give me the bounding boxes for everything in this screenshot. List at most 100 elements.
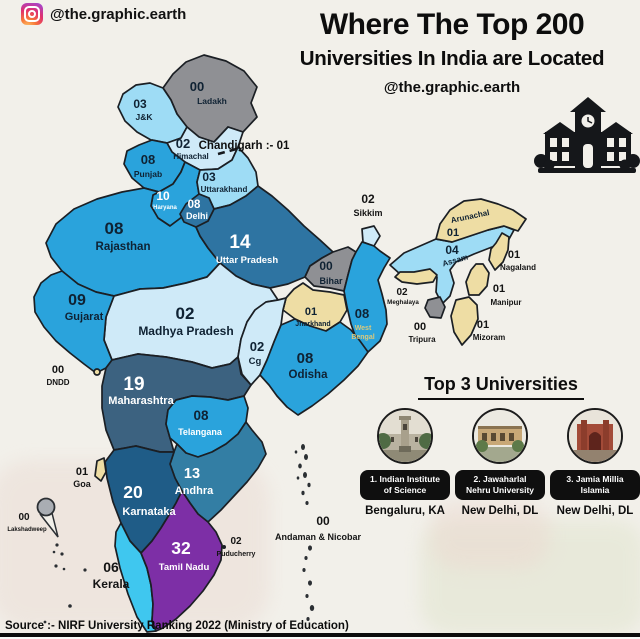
svg-text:08: 08: [141, 152, 155, 167]
svg-text:02: 02: [396, 287, 408, 298]
state-mizoram: [450, 296, 479, 346]
bottom-white-edge: [0, 637, 640, 639]
svg-text:00: 00: [52, 364, 64, 376]
svg-text:00: 00: [319, 259, 333, 273]
svg-text:Odisha: Odisha: [289, 369, 329, 381]
university-name-pill: 3. Jamia Millia Islamia: [550, 470, 640, 501]
svg-text:00: 00: [18, 512, 30, 523]
svg-text:06: 06: [103, 559, 119, 575]
state-tripura: [424, 296, 446, 319]
chandigarh-callout: Chandigarh :- 01: [199, 140, 290, 156]
university-location: New Delhi, DL: [461, 505, 539, 518]
svg-text:Himachal: Himachal: [173, 152, 209, 161]
svg-text:Rajasthan: Rajasthan: [96, 241, 151, 253]
svg-text:02: 02: [176, 136, 190, 151]
university-name-line2: of Science: [383, 485, 427, 496]
svg-text:01: 01: [508, 249, 520, 261]
svg-text:Punjab: Punjab: [134, 169, 162, 179]
instagram-icon: [21, 3, 43, 25]
top3-panel: Top 3 Universities: [366, 374, 636, 400]
university-card-3: 3. Jamia Millia Islamia New Delhi, DL: [550, 408, 640, 517]
svg-text:Kerala: Kerala: [93, 577, 130, 591]
svg-text:Haryana: Haryana: [153, 205, 177, 211]
jnu-building-photo: [472, 408, 528, 464]
header: Where The Top 200 Universities In India …: [268, 8, 636, 96]
svg-text:01: 01: [447, 227, 459, 239]
svg-text:Delhi: Delhi: [186, 211, 208, 221]
svg-text:04: 04: [445, 243, 459, 257]
svg-text:Bihar: Bihar: [319, 276, 343, 286]
svg-text:02: 02: [250, 339, 264, 354]
top3-heading: Top 3 Universities: [418, 374, 584, 400]
state-dndd-dot: [93, 368, 101, 376]
university-name-line1: 1. Indian Institute: [370, 474, 440, 484]
svg-text:Lakshadweep: Lakshadweep: [7, 527, 47, 533]
iisc-photo-illustration: [379, 410, 431, 462]
subtitle-handle: @the.graphic.earth: [383, 78, 521, 96]
svg-text:08: 08: [297, 350, 314, 367]
svg-text:West: West: [355, 325, 372, 332]
svg-text:Karnataka: Karnataka: [122, 506, 176, 518]
svg-text:00: 00: [190, 79, 204, 94]
bottom-border-bar: [0, 633, 640, 637]
top3-cards: 1. Indian Institute of Science Bengaluru…: [360, 408, 640, 517]
university-card-1: 1. Indian Institute of Science Bengaluru…: [360, 408, 450, 517]
svg-text:01: 01: [493, 283, 505, 295]
state-jk: [117, 82, 188, 144]
svg-text:Sikkim: Sikkim: [353, 208, 382, 218]
svg-text:32: 32: [171, 538, 191, 558]
state-west-bengal: [343, 241, 391, 353]
instagram-handle: @the.graphic.earth: [50, 5, 187, 23]
state-arunachal: [435, 198, 527, 243]
svg-text:Ladakh: Ladakh: [197, 96, 227, 106]
puducherry-dot: [222, 545, 226, 549]
svg-text:Nagaland: Nagaland: [500, 263, 536, 272]
title-line1: Where The Top 200: [319, 8, 585, 41]
andaman-islands: [294, 444, 315, 621]
svg-text:08: 08: [193, 408, 209, 423]
university-name-pill: 1. Indian Institute of Science: [360, 470, 450, 501]
university-location: New Delhi, DL: [556, 505, 634, 518]
credit-row: @the.graphic.earth: [21, 3, 186, 25]
svg-text:01: 01: [76, 466, 88, 478]
state-goa: [94, 457, 107, 482]
svg-text:02: 02: [176, 304, 195, 323]
svg-text:20: 20: [123, 482, 143, 502]
svg-text:Tamil Nadu: Tamil Nadu: [159, 562, 210, 573]
svg-text:Telangana: Telangana: [178, 427, 223, 437]
title-line2: Universities In India are Located: [299, 46, 605, 70]
svg-text:Bengal: Bengal: [351, 334, 374, 341]
university-location: Bengaluru, KA: [365, 505, 445, 518]
iisc-building-photo: [377, 408, 433, 464]
svg-text:00: 00: [414, 321, 426, 333]
svg-text:01: 01: [305, 306, 317, 318]
svg-text:08: 08: [188, 199, 201, 211]
svg-text:Andaman & Nicobar: Andaman & Nicobar: [275, 532, 362, 542]
jamia-photo-illustration: [569, 410, 621, 462]
university-name-line2: Islamia: [580, 485, 610, 496]
university-card-2: 2. Jawaharlal Nehru University New Delhi…: [455, 408, 545, 517]
jamia-building-photo: [567, 408, 623, 464]
state-meghalaya: [394, 268, 438, 285]
svg-text:Andhra: Andhra: [175, 485, 214, 497]
svg-text:10: 10: [156, 189, 170, 203]
svg-text:Puducherry: Puducherry: [217, 551, 256, 558]
jnu-photo-illustration: [474, 410, 526, 462]
lakshadweep-marker: [36, 497, 87, 624]
svg-text:Uttarakhand: Uttarakhand: [201, 185, 248, 194]
state-delhi: [179, 193, 215, 228]
state-bihar: [304, 246, 357, 292]
svg-text:Meghalaya: Meghalaya: [387, 299, 419, 306]
state-manipur: [465, 263, 490, 296]
svg-text:Manipur: Manipur: [490, 298, 521, 307]
svg-text:Gujarat: Gujarat: [65, 311, 104, 323]
university-building-icon: [534, 97, 640, 173]
state-gujarat: [33, 270, 115, 374]
state-odisha: [259, 318, 369, 416]
svg-text:Goa: Goa: [73, 479, 91, 489]
svg-text:Mizoram: Mizoram: [473, 333, 505, 342]
svg-text:02: 02: [361, 192, 375, 206]
svg-text:09: 09: [68, 292, 86, 309]
